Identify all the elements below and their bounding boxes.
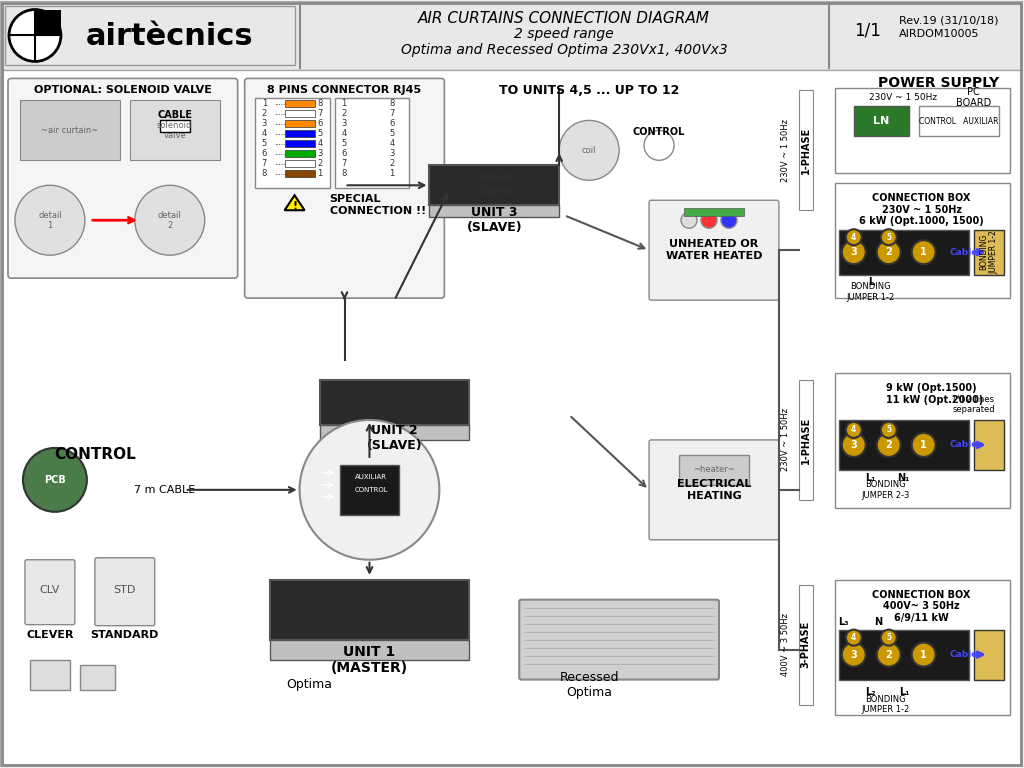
Bar (839, 230, 969, 275)
Text: solenoid
valve: solenoid valve (157, 121, 193, 140)
Text: Cables: Cables (950, 650, 984, 659)
Bar (974, 630, 1004, 680)
Text: 4: 4 (389, 139, 394, 148)
Text: .....: ..... (274, 141, 286, 147)
Circle shape (881, 229, 897, 245)
Bar (974, 230, 1004, 275)
Text: Cables: Cables (950, 440, 984, 449)
Text: CONTROL: CONTROL (477, 187, 518, 197)
Text: 400V ~ 3 50Hz: 400V ~ 3 50Hz (781, 613, 790, 676)
Text: 3: 3 (850, 440, 857, 450)
Circle shape (877, 240, 901, 264)
Text: 1: 1 (921, 440, 927, 450)
Text: 4: 4 (342, 129, 347, 138)
Bar (14, 97, 231, 271)
Text: Recessed
Optima: Recessed Optima (559, 670, 618, 699)
Bar (160, 121, 189, 132)
Bar (80, 664, 115, 690)
Circle shape (846, 422, 862, 438)
Text: 7: 7 (317, 109, 323, 118)
Bar (285, 111, 314, 118)
Text: ELECTRICAL
HEATING: ELECTRICAL HEATING (677, 479, 752, 501)
Text: .....: ..... (274, 151, 286, 157)
Text: OPTIONAL: SOLENOID VALVE: OPTIONAL: SOLENOID VALVE (34, 85, 212, 95)
Circle shape (701, 212, 717, 228)
Text: UNIT 2
(SLAVE): UNIT 2 (SLAVE) (367, 424, 422, 452)
Circle shape (911, 433, 936, 457)
Circle shape (842, 433, 865, 457)
FancyBboxPatch shape (649, 440, 779, 540)
Bar (319, 380, 469, 425)
Bar (429, 205, 559, 217)
Text: BONDING
JUMPER 1-2: BONDING JUMPER 1-2 (847, 283, 895, 302)
Bar (919, 107, 998, 137)
Text: LN: LN (872, 117, 889, 127)
Text: L₃: L₃ (839, 617, 849, 627)
Text: 1/1: 1/1 (854, 22, 881, 39)
Bar (255, 98, 330, 188)
Text: AUXILIAR: AUXILIAR (477, 173, 516, 182)
Bar (799, 91, 813, 210)
Bar (839, 630, 969, 680)
Text: N: N (873, 617, 882, 627)
Circle shape (644, 131, 674, 161)
Text: 6: 6 (342, 149, 347, 158)
Text: 6: 6 (389, 119, 394, 128)
Bar (974, 420, 1004, 470)
Text: airtècnics: airtècnics (239, 27, 560, 84)
Text: CABLE: CABLE (158, 111, 193, 121)
Text: 4: 4 (851, 233, 856, 242)
Text: .....: ..... (274, 170, 286, 177)
Circle shape (15, 185, 85, 255)
Circle shape (300, 420, 439, 560)
Text: 230V ~ 1 50Hz: 230V ~ 1 50Hz (781, 409, 790, 472)
Bar (285, 141, 314, 147)
Text: 7: 7 (261, 159, 267, 168)
Text: 3: 3 (342, 119, 347, 128)
Circle shape (911, 643, 936, 667)
FancyBboxPatch shape (519, 600, 719, 680)
Bar (35, 9, 60, 35)
Text: N₁: N₁ (897, 473, 910, 483)
Text: 1: 1 (317, 169, 323, 178)
FancyBboxPatch shape (95, 558, 155, 626)
Circle shape (23, 448, 87, 511)
Bar (20, 101, 120, 161)
Text: 1: 1 (261, 99, 267, 108)
Text: 2: 2 (389, 159, 394, 168)
Text: 4: 4 (261, 129, 267, 138)
Text: 3-PHASE: 3-PHASE (801, 621, 811, 668)
Text: 6: 6 (261, 149, 267, 158)
Text: Cables: Cables (950, 248, 984, 257)
Bar (429, 165, 559, 205)
Text: detail
1: detail 1 (38, 210, 61, 230)
Text: 1-PHASE: 1-PHASE (801, 127, 811, 174)
Text: 2: 2 (886, 247, 892, 257)
Text: 8: 8 (342, 169, 347, 178)
FancyBboxPatch shape (649, 200, 779, 300)
Text: airtècnics: airtècnics (86, 22, 254, 51)
Polygon shape (285, 195, 304, 210)
Text: 7 m CABLE: 7 m CABLE (134, 485, 196, 495)
Text: CONTROL: CONTROL (633, 127, 685, 137)
Text: CONTROL   AUXILIAR: CONTROL AUXILIAR (919, 117, 998, 126)
Text: AUXILIAR: AUXILIAR (354, 474, 386, 480)
Bar (0, 1, 1023, 71)
Text: 4: 4 (851, 425, 856, 435)
Text: .....: ..... (274, 131, 286, 137)
Text: ~heater~: ~heater~ (693, 465, 735, 475)
Circle shape (877, 433, 901, 457)
Text: ~air curtain~: ~air curtain~ (41, 126, 98, 135)
Text: 8 PINS CONNECTOR RJ45: 8 PINS CONNECTOR RJ45 (267, 85, 422, 95)
Bar (835, 580, 1010, 714)
Text: CONNECTION BOX
400V~ 3 50Hz
6/9/11 kW: CONNECTION BOX 400V~ 3 50Hz 6/9/11 kW (872, 590, 971, 623)
Text: 9 kW (Opt.1500)
11 kW (Opt.2000): 9 kW (Opt.1500) 11 kW (Opt.2000) (886, 383, 983, 405)
Text: AIR CURTAINS CONNECTION DIAGRAM: AIR CURTAINS CONNECTION DIAGRAM (418, 11, 710, 26)
Text: CLEVER: CLEVER (27, 630, 74, 640)
Circle shape (559, 121, 620, 180)
Text: POWER SUPPLY: POWER SUPPLY (879, 77, 999, 91)
Text: UNHEATED OR
WATER HEATED: UNHEATED OR WATER HEATED (666, 240, 762, 261)
Bar (835, 373, 1010, 508)
Text: AIRDOM10005: AIRDOM10005 (899, 29, 979, 39)
Circle shape (881, 630, 897, 646)
